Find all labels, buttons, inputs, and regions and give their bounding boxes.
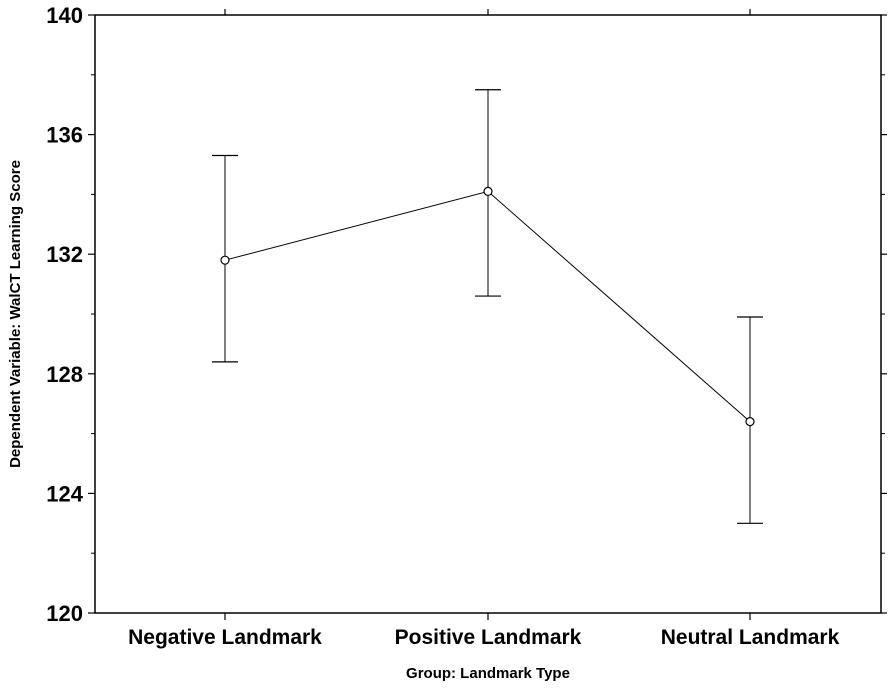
y-axis-title: Dependent Variable: WalCT Learning Score	[7, 160, 24, 468]
y-tick-label: 140	[46, 3, 83, 28]
y-tick-label: 124	[46, 481, 83, 506]
x-tick-label: Positive Landmark	[395, 626, 582, 649]
x-tick-label: Neutral Landmark	[661, 626, 840, 649]
data-point	[745, 417, 755, 427]
y-tick-label: 120	[46, 601, 83, 626]
data-point	[220, 255, 230, 265]
y-tick-label: 132	[46, 242, 83, 267]
y-tick-label: 128	[46, 362, 83, 387]
x-axis-title: Group: Landmark Type	[406, 665, 570, 682]
x-tick-label: Negative Landmark	[128, 626, 322, 649]
error-bars	[212, 89, 763, 524]
data-point	[483, 186, 493, 197]
data-points	[220, 186, 755, 427]
y-axis: 120 124 128 132 136 140	[46, 3, 887, 626]
x-axis: Negative Landmark Positive Landmark Neutra…	[128, 9, 840, 649]
y-tick-label: 136	[46, 123, 83, 148]
